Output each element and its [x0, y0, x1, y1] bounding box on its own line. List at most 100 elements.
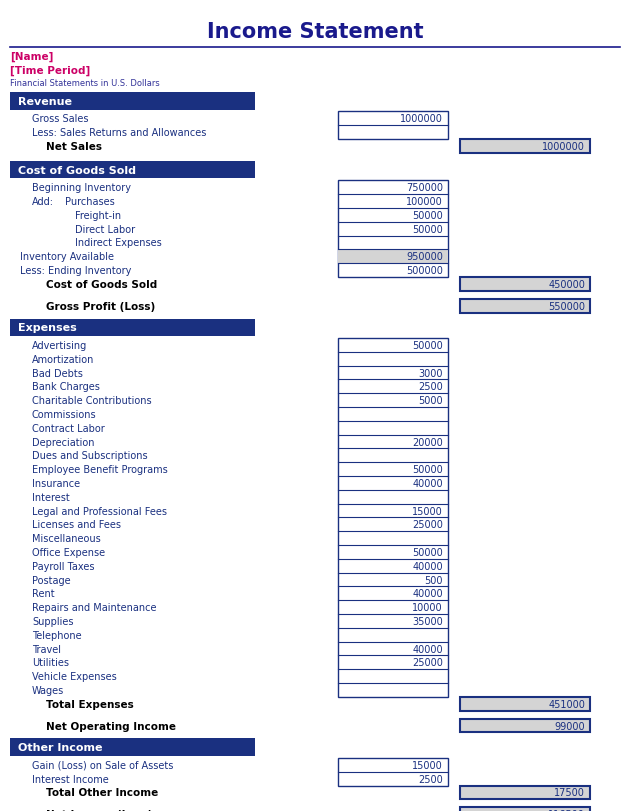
Text: [Time Period]: [Time Period]	[10, 66, 90, 75]
Text: Amortization: Amortization	[32, 354, 94, 364]
Text: 500: 500	[425, 575, 443, 585]
Text: Net Operating Income: Net Operating Income	[46, 721, 176, 731]
Text: 99000: 99000	[554, 721, 585, 731]
Text: Purchases: Purchases	[65, 197, 115, 207]
Text: Rent: Rent	[32, 589, 55, 599]
Text: 40000: 40000	[413, 478, 443, 488]
Text: Licenses and Fees: Licenses and Fees	[32, 520, 121, 530]
Text: Travel: Travel	[32, 644, 61, 654]
Text: Insurance: Insurance	[32, 478, 80, 488]
Text: Interest: Interest	[32, 492, 70, 502]
Text: Repairs and Maintenance: Repairs and Maintenance	[32, 603, 156, 612]
Bar	[460, 786, 590, 800]
Text: Other Income: Other Income	[18, 742, 103, 753]
Text: 50000: 50000	[412, 211, 443, 221]
Text: 40000: 40000	[413, 589, 443, 599]
Text: Total Other Income: Total Other Income	[46, 787, 158, 797]
Text: Interest Income: Interest Income	[32, 774, 109, 783]
Bar	[338, 758, 448, 786]
Text: Wages: Wages	[32, 685, 64, 695]
Bar	[10, 739, 255, 756]
Text: 15000: 15000	[412, 760, 443, 770]
Text: Contract Labor: Contract Labor	[32, 423, 105, 433]
Bar	[460, 299, 590, 313]
Bar	[338, 250, 448, 264]
Text: Vehicle Expenses: Vehicle Expenses	[32, 672, 117, 681]
Text: 2500: 2500	[418, 382, 443, 392]
Text: [Name]: [Name]	[10, 52, 54, 62]
Text: Indirect Expenses: Indirect Expenses	[75, 238, 162, 248]
Text: 550000: 550000	[548, 302, 585, 311]
Text: 5000: 5000	[418, 396, 443, 406]
Text: Add:: Add:	[32, 197, 54, 207]
Text: Postage: Postage	[32, 575, 71, 585]
Text: 100000: 100000	[406, 197, 443, 207]
Text: Freight-in: Freight-in	[75, 211, 121, 221]
Text: Net Sales: Net Sales	[46, 142, 102, 152]
Text: Total Expenses: Total Expenses	[46, 699, 134, 709]
Text: Charitable Contributions: Charitable Contributions	[32, 396, 152, 406]
Text: Less: Ending Inventory: Less: Ending Inventory	[20, 266, 132, 276]
Text: Utilities: Utilities	[32, 658, 69, 667]
Text: Commissions: Commissions	[32, 410, 96, 419]
Bar	[460, 697, 590, 710]
Bar	[338, 181, 448, 277]
Text: 25000: 25000	[412, 658, 443, 667]
Text: 500000: 500000	[406, 266, 443, 276]
Text: Direct Labor: Direct Labor	[75, 225, 135, 234]
Text: 50000: 50000	[412, 547, 443, 557]
Text: Miscellaneous: Miscellaneous	[32, 534, 101, 543]
Text: Income Statement: Income Statement	[207, 22, 423, 42]
Text: Inventory Available: Inventory Available	[20, 252, 114, 262]
Text: 15000: 15000	[412, 506, 443, 516]
Text: Expenses: Expenses	[18, 323, 77, 333]
Text: 35000: 35000	[412, 616, 443, 626]
Text: Depreciation: Depreciation	[32, 437, 94, 447]
Text: Dues and Subscriptions: Dues and Subscriptions	[32, 451, 147, 461]
Text: Office Expense: Office Expense	[32, 547, 105, 557]
Text: 750000: 750000	[406, 183, 443, 193]
Text: 950000: 950000	[406, 252, 443, 262]
Text: 451000: 451000	[548, 699, 585, 709]
Text: 116500: 116500	[548, 809, 585, 811]
Bar	[460, 719, 590, 732]
Bar	[10, 161, 255, 179]
Text: 1000000: 1000000	[542, 142, 585, 152]
Text: Beginning Inventory: Beginning Inventory	[32, 183, 131, 193]
Text: 20000: 20000	[412, 437, 443, 447]
Text: Gross Sales: Gross Sales	[32, 114, 88, 124]
Text: Legal and Professional Fees: Legal and Professional Fees	[32, 506, 167, 516]
Text: 50000: 50000	[412, 341, 443, 350]
Bar	[460, 140, 590, 154]
Text: 40000: 40000	[413, 644, 443, 654]
Text: 3000: 3000	[418, 368, 443, 378]
Bar	[460, 808, 590, 811]
Bar	[460, 277, 590, 291]
Text: Cost of Goods Sold: Cost of Goods Sold	[18, 165, 136, 175]
Text: Cost of Goods Sold: Cost of Goods Sold	[46, 280, 158, 290]
Text: 17500: 17500	[554, 787, 585, 797]
Text: 1000000: 1000000	[400, 114, 443, 124]
Text: 40000: 40000	[413, 561, 443, 571]
Text: Gross Profit (Loss): Gross Profit (Loss)	[46, 302, 155, 311]
Text: 50000: 50000	[412, 225, 443, 234]
Text: 10000: 10000	[413, 603, 443, 612]
Text: Less: Sales Returns and Allowances: Less: Sales Returns and Allowances	[32, 128, 207, 138]
Text: Financial Statements in U.S. Dollars: Financial Statements in U.S. Dollars	[10, 79, 160, 88]
Text: 2500: 2500	[418, 774, 443, 783]
Bar	[10, 93, 255, 110]
Text: 450000: 450000	[548, 280, 585, 290]
Text: Bad Debts: Bad Debts	[32, 368, 83, 378]
Text: Supplies: Supplies	[32, 616, 74, 626]
Text: Advertising: Advertising	[32, 341, 87, 350]
Text: Revenue: Revenue	[18, 97, 72, 106]
Text: 25000: 25000	[412, 520, 443, 530]
Bar	[338, 113, 448, 140]
Text: Employee Benefit Programs: Employee Benefit Programs	[32, 465, 168, 474]
Text: Gain (Loss) on Sale of Assets: Gain (Loss) on Sale of Assets	[32, 760, 173, 770]
Bar	[10, 320, 255, 337]
Text: Payroll Taxes: Payroll Taxes	[32, 561, 94, 571]
Text: Bank Charges: Bank Charges	[32, 382, 100, 392]
Text: Telephone: Telephone	[32, 630, 82, 640]
Text: Net Income (Loss): Net Income (Loss)	[46, 809, 152, 811]
